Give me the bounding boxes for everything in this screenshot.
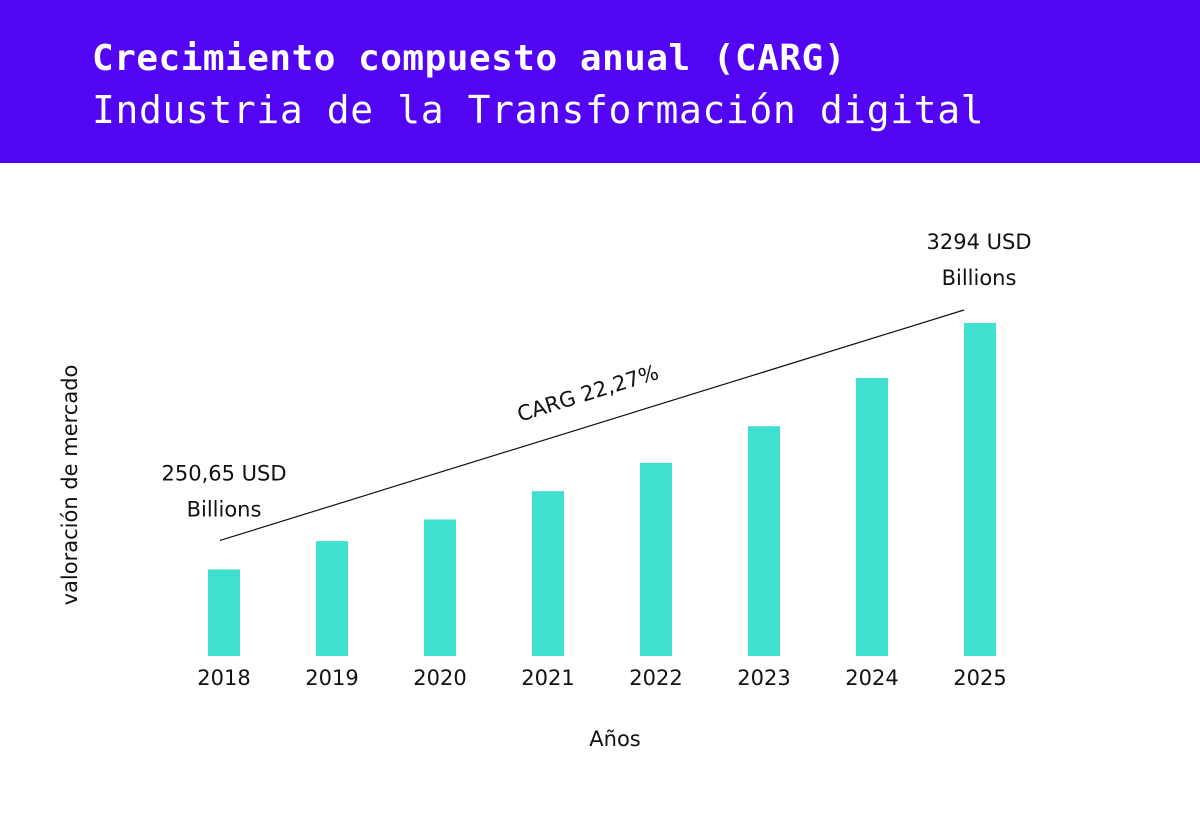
y-axis-label: valoración de mercado bbox=[58, 365, 82, 606]
x-tick-label-2021: 2021 bbox=[521, 666, 574, 690]
bar-2021 bbox=[532, 491, 564, 656]
annotation-2025-line2: Billions bbox=[942, 266, 1017, 290]
bar-2019 bbox=[316, 541, 348, 656]
bar-2023 bbox=[748, 426, 780, 656]
bar-2025 bbox=[964, 323, 996, 656]
x-axis-label: Años bbox=[589, 727, 640, 751]
bar-2018 bbox=[208, 569, 240, 656]
x-tick-label-2024: 2024 bbox=[845, 666, 898, 690]
chart-title: Crecimiento compuesto anual (CARG) bbox=[92, 38, 846, 79]
x-tick-label-2023: 2023 bbox=[737, 666, 790, 690]
cagr-label: CARG 22,27% bbox=[514, 360, 661, 426]
bar-2020 bbox=[424, 519, 456, 656]
header-banner: Crecimiento compuesto anual (CARG) Indus… bbox=[0, 0, 1200, 163]
annotations-group: 250,65 USD Billions 3294 USD Billions bbox=[161, 230, 1031, 521]
cagr-trend-line bbox=[219, 309, 965, 541]
x-tick-label-2020: 2020 bbox=[413, 666, 466, 690]
x-tick-label-2025: 2025 bbox=[953, 666, 1006, 690]
bar-2024 bbox=[856, 377, 888, 656]
x-tick-label-2022: 2022 bbox=[629, 666, 682, 690]
bar-2022 bbox=[640, 462, 672, 656]
x-tick-label-2018: 2018 bbox=[197, 666, 250, 690]
annotation-2018-line2: Billions bbox=[187, 497, 262, 521]
x-tick-label-2019: 2019 bbox=[305, 666, 358, 690]
annotation-2025-line1: 3294 USD bbox=[927, 230, 1032, 254]
annotation-2018-line1: 250,65 USD bbox=[161, 461, 286, 485]
x-tick-labels: 2018 2019 2020 2021 2022 2023 2024 2025 bbox=[197, 666, 1006, 690]
chart-subtitle: Industria de la Transformación digital bbox=[92, 88, 985, 132]
bars-group bbox=[208, 323, 996, 656]
